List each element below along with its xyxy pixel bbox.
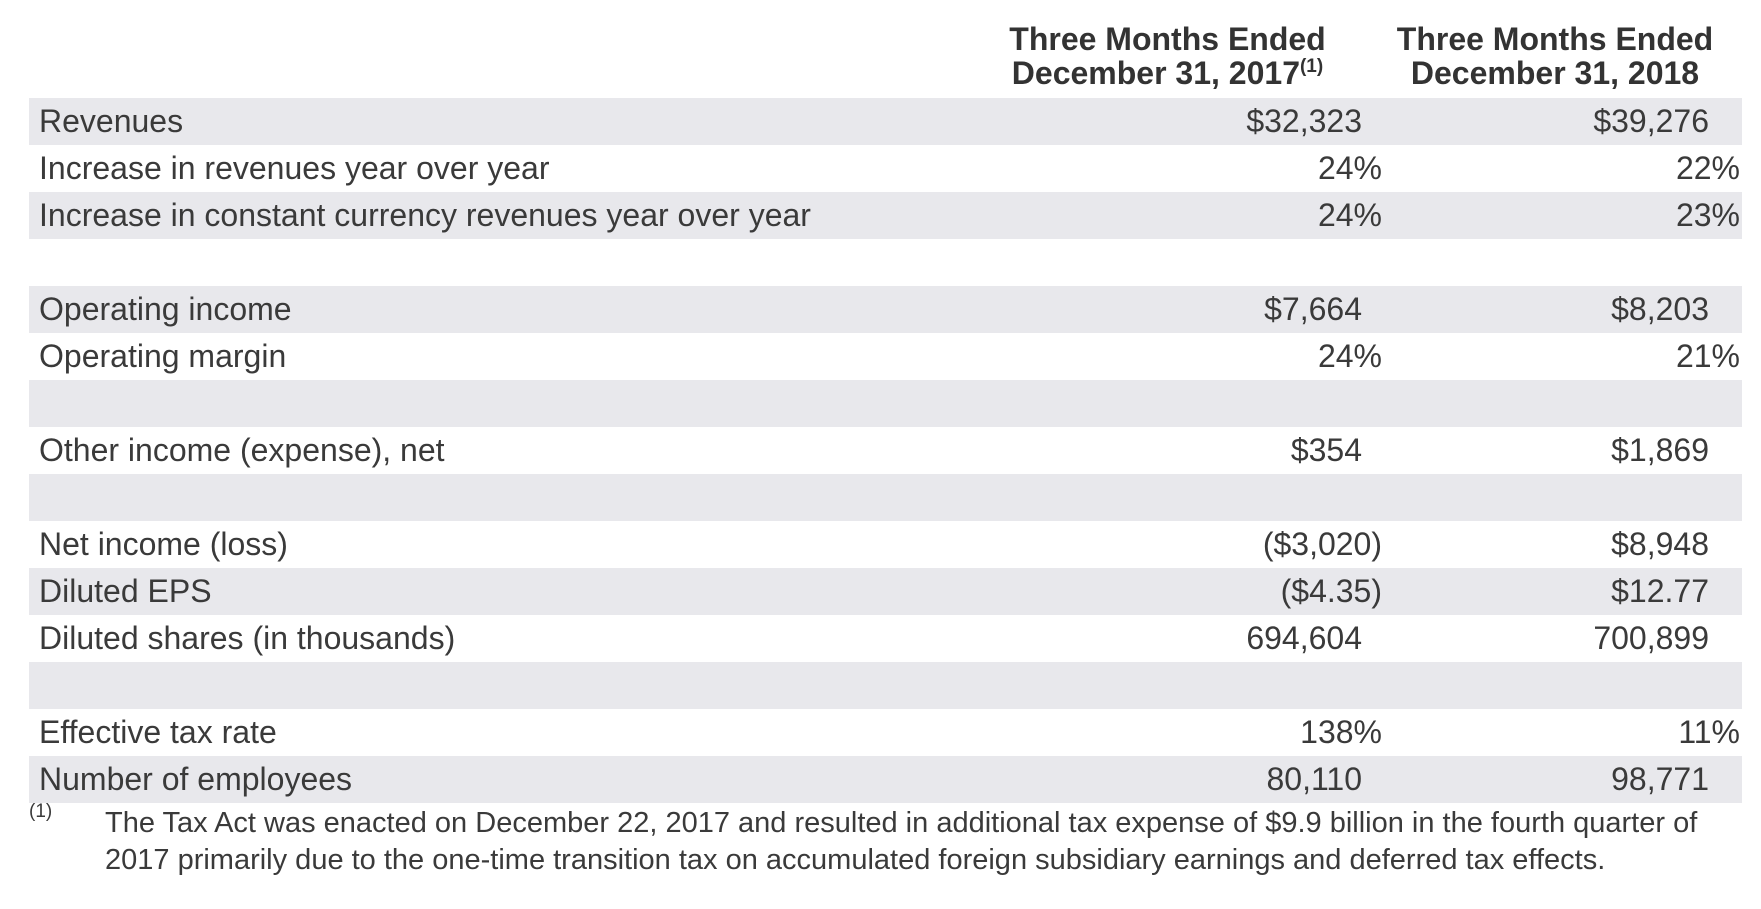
row-operating-income: Operating income $7,664 $8,203 (29, 286, 1742, 333)
value-2018: $1,869 (1611, 432, 1709, 468)
row-operating-margin: Operating margin 24% 21% (29, 333, 1742, 380)
row-label: Increase in constant currency revenues y… (39, 197, 811, 233)
row-label: Revenues (39, 103, 184, 139)
spacer-row (29, 474, 1742, 521)
row-label: Operating income (39, 291, 292, 327)
value-2018: 21% (1675, 338, 1740, 374)
value-2017: 694,604 (1246, 620, 1362, 656)
spacer-row (29, 239, 1742, 286)
row-label: Net income (loss) (39, 526, 288, 562)
footnote-marker: (1) (29, 801, 53, 822)
value-2017: 80,110 (1266, 761, 1363, 797)
row-label: Operating margin (39, 338, 287, 374)
row-other-income: Other income (expense), net $354 $1,869 (29, 427, 1742, 474)
row-net-income: Net income (loss) ($3,020) $8,948 (29, 521, 1742, 568)
table-header: Three Months Ended December 31, 2017(1) … (0, 22, 1761, 98)
column-header-2018-line1: Three Months Ended (1396, 21, 1714, 57)
row-revenue-growth: Increase in revenues year over year 24% … (29, 145, 1742, 192)
value-2018: 98,771 (1611, 761, 1709, 797)
value-2017: 24% (1317, 338, 1382, 374)
value-2018: $8,203 (1611, 291, 1709, 327)
value-2017: ($3,020) (1262, 526, 1382, 562)
row-employees: Number of employees 80,110 98,771 (29, 756, 1742, 803)
row-effective-tax-rate: Effective tax rate 138% 11% (29, 709, 1742, 756)
row-label: Diluted EPS (39, 573, 212, 609)
value-2017: 24% (1317, 197, 1382, 233)
row-diluted-shares: Diluted shares (in thousands) 694,604 70… (29, 615, 1742, 662)
value-2018: $12.77 (1611, 573, 1709, 609)
value-2018: 23% (1675, 197, 1740, 233)
column-header-2017-line2: December 31, 2017 (1011, 55, 1300, 91)
row-label: Other income (expense), net (39, 432, 445, 468)
value-2018: $39,276 (1593, 103, 1709, 139)
spacer-row (29, 380, 1742, 427)
row-diluted-eps: Diluted EPS ($4.35) $12.77 (29, 568, 1742, 615)
value-2017: ($4.35) (1280, 573, 1382, 609)
value-2018: 11% (1678, 714, 1740, 750)
footnote-reference: (1) (1299, 56, 1324, 77)
footnote: (1) The Tax Act was enacted on December … (29, 801, 1742, 879)
footnote-text: The Tax Act was enacted on December 22, … (105, 807, 1698, 876)
value-2017: $32,323 (1246, 103, 1362, 139)
column-header-2018: Three Months Ended December 31, 2018 (1380, 22, 1730, 90)
row-constant-currency-growth: Increase in constant currency revenues y… (29, 192, 1742, 239)
row-label: Diluted shares (in thousands) (39, 620, 456, 656)
value-2017: $7,664 (1264, 291, 1362, 327)
row-label: Increase in revenues year over year (39, 150, 550, 186)
value-2017: 24% (1317, 150, 1382, 186)
column-header-2017-line2-wrap: December 31, 2017(1) (990, 56, 1345, 90)
financial-table: Revenues $32,323 $39,276 Increase in rev… (29, 98, 1742, 803)
row-label: Effective tax rate (39, 714, 277, 750)
row-label: Number of employees (39, 761, 353, 797)
value-2017: 138% (1300, 714, 1382, 750)
value-2018: 22% (1675, 150, 1740, 186)
row-revenues: Revenues $32,323 $39,276 (29, 98, 1742, 145)
column-header-2017-line1: Three Months Ended (1009, 21, 1326, 57)
column-header-2017: Three Months Ended December 31, 2017(1) (990, 22, 1345, 90)
spacer-row (29, 662, 1742, 709)
value-2017: $354 (1290, 432, 1362, 468)
value-2018: $8,948 (1611, 526, 1709, 562)
column-header-2018-line2: December 31, 2018 (1410, 55, 1700, 91)
value-2018: 700,899 (1593, 620, 1709, 656)
